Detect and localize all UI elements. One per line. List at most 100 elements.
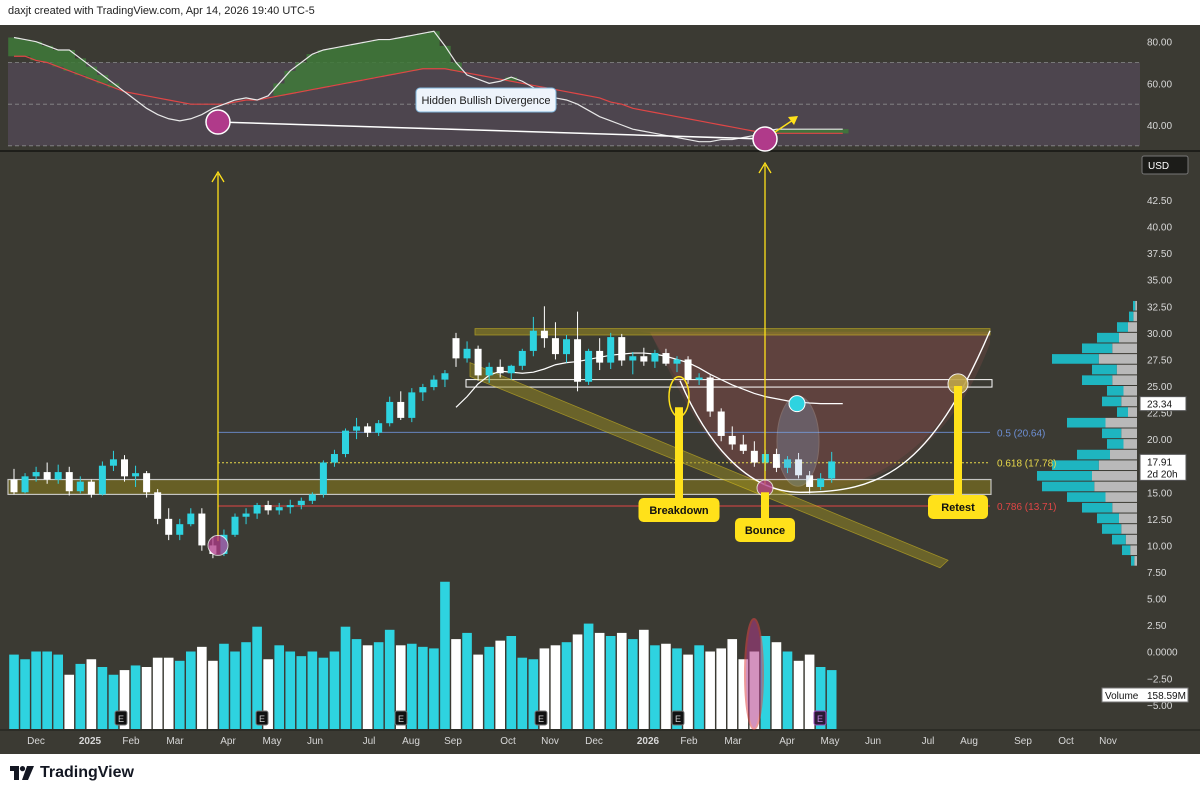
price-tick-label: 10.00 (1147, 541, 1172, 552)
volume-label: Volume (1105, 691, 1139, 702)
volume-profile-bar-down (1116, 364, 1137, 375)
volume-bar (42, 651, 52, 729)
volume-profile-bar-down (1119, 513, 1137, 524)
volume-bar (130, 665, 141, 729)
earnings-marker-box (671, 710, 685, 726)
retest-callout-label: Retest (941, 502, 975, 514)
volume-bar (716, 648, 726, 729)
time-tick-label: Oct (500, 736, 516, 747)
divergence-point-1 (205, 109, 231, 135)
resistance-zone (474, 328, 991, 336)
volume-bar (793, 660, 804, 729)
time-tick-label: Sep (1014, 736, 1032, 747)
volume-bar (285, 651, 296, 729)
volume-profile-bar-up (1107, 439, 1124, 449)
volume-profile-bar-up (1102, 428, 1122, 439)
volume-bar (561, 642, 572, 729)
candle-body (596, 350, 604, 363)
volume-bar (296, 656, 307, 729)
candle-body (419, 387, 427, 393)
earnings-marker: E (259, 714, 265, 724)
candle-body (386, 401, 394, 424)
volume-bar (440, 581, 450, 729)
volume-profile-bar-up (1092, 364, 1117, 375)
price-tick-label: 42.50 (1147, 196, 1172, 207)
candle-body (253, 505, 261, 514)
volume-bar (340, 626, 351, 729)
candle-body (739, 444, 747, 451)
candle-body (397, 401, 405, 418)
volume-profile-bar-up (1117, 407, 1128, 417)
volume-profile-bar-up (1077, 449, 1110, 460)
candle-body (441, 373, 449, 380)
volume-bar (429, 648, 439, 729)
tradingview-logo-icon (10, 766, 34, 780)
volume-bar (219, 643, 229, 729)
time-tick-label: Apr (220, 736, 236, 747)
volume-profile-bar-up (1082, 375, 1113, 385)
time-tick-label: Aug (960, 736, 978, 747)
candle-body (330, 454, 338, 463)
candle-body (121, 459, 128, 477)
volume-bar (141, 667, 152, 729)
price-tick-label: 2.50 (1147, 621, 1167, 632)
volume-profile-bar-down (1135, 300, 1137, 311)
fib-label: 0.786 (13.71) (997, 502, 1057, 513)
divergence-arrow-head (788, 116, 798, 125)
volume-profile-bar-down (1130, 545, 1137, 556)
candle-body (717, 411, 725, 436)
candle-body (750, 450, 758, 463)
volume-bar (418, 646, 428, 729)
price-tick-label: 30.00 (1147, 329, 1172, 340)
retest-callout-pointer (954, 386, 962, 495)
volume-bar (163, 657, 174, 729)
volume-profile-bar-down (1121, 428, 1137, 439)
price-label-box (1139, 396, 1187, 412)
candle-body (408, 392, 416, 418)
candle-body (651, 353, 659, 362)
candle-body (286, 505, 294, 508)
volume-bar (605, 636, 616, 729)
candle-body (640, 356, 648, 362)
candle-body (529, 330, 537, 351)
time-tick-label: Mar (166, 736, 184, 747)
volume-bar (263, 659, 273, 729)
price-tick-label: 0.0000 (1147, 648, 1178, 659)
volume-bar (230, 651, 240, 729)
volume-bar (119, 670, 130, 729)
volume-bar (517, 657, 528, 729)
earnings-marker: E (675, 714, 681, 724)
candle-body (795, 459, 803, 476)
earnings-marker: E (118, 714, 124, 724)
price-tick-label: 5.00 (1147, 595, 1167, 606)
volume-profile-bar-down (1092, 471, 1137, 481)
candle-body (684, 359, 692, 380)
time-tick-label: Jul (922, 736, 935, 747)
volume-bar (738, 659, 749, 729)
candle-body (463, 348, 471, 359)
candle-body (198, 513, 206, 546)
breakdown-zone (465, 379, 993, 388)
price-tick-label: 27.50 (1147, 355, 1172, 366)
target-point (788, 395, 806, 413)
price-label-value: 17.91 (1147, 457, 1172, 468)
volume-bar (473, 654, 483, 729)
time-tick-label: Nov (541, 736, 559, 747)
volume-profile-bar-up (1067, 492, 1106, 502)
volume-profile-bar-up (1042, 481, 1095, 492)
volume-bar (506, 636, 517, 729)
price-label-box (1139, 453, 1187, 481)
volume-bar (407, 643, 417, 729)
volume-profile-bar-down (1119, 332, 1137, 343)
price-tick-label: −2.50 (1147, 674, 1173, 685)
volume-profile-bar-down (1121, 396, 1137, 407)
volume-bar (362, 645, 373, 729)
volume-bar (616, 632, 627, 729)
volume-bar (495, 640, 505, 729)
volume-label-box (1101, 687, 1189, 703)
volume-profile-bar-down (1121, 524, 1137, 534)
candle-body (430, 379, 438, 388)
time-tick-label: Oct (1058, 736, 1074, 747)
volume-profile-bar-down (1110, 449, 1137, 460)
